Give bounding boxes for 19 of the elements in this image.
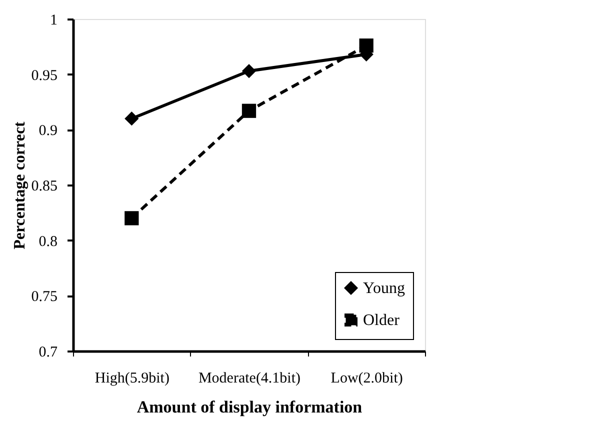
y-tick-label: 0.95 [31,68,58,84]
x-tick-label: Low(2.0bit) [330,370,403,386]
point [359,38,374,53]
y-axis-title: Percentage correct [11,120,28,250]
point [242,64,256,78]
legend-label: Young [363,280,405,297]
x-tick-label: High(5.9bit) [94,370,170,386]
y-tick-label: 0.85 [31,178,58,194]
legend-label: Older [363,312,400,329]
point [124,112,139,126]
y-tick-label: 0.75 [31,289,58,306]
x-axis-title: Amount of display information [136,398,363,416]
y-tick-label: 0.8 [38,234,58,250]
point [242,104,256,118]
y-tick-label: 0.9 [38,123,58,140]
y-tick-label: 1 [50,12,58,28]
x-tick-label: Moderate(4.1bit) [198,370,301,386]
point [124,211,139,226]
y-tick-label: 0.7 [38,344,58,360]
